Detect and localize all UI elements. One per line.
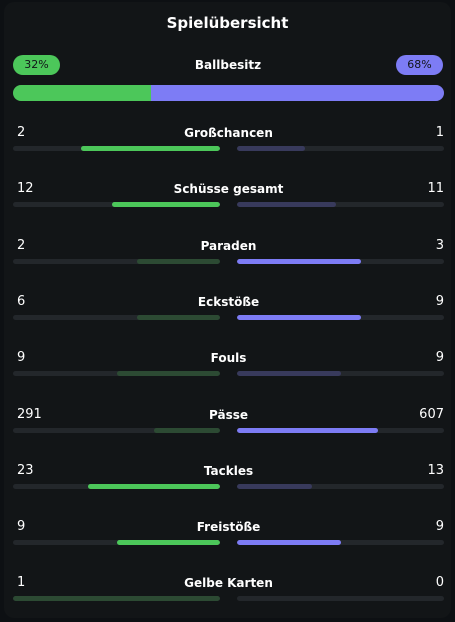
stat-home-value: 291 — [17, 407, 42, 422]
possession-home-pill: 32% — [13, 55, 60, 75]
possession-bar — [13, 85, 444, 101]
stat-away-value: 1 — [435, 125, 444, 140]
stat-row: 9 Freistöße 9 — [13, 519, 444, 559]
stat-row: 2 Paraden 3 — [13, 238, 444, 278]
stat-home-track — [13, 202, 220, 207]
stat-home-fill — [116, 540, 220, 545]
stat-away-track — [237, 596, 444, 601]
stat-home-fill — [116, 371, 220, 376]
stat-away-value: 9 — [435, 294, 444, 309]
possession-header: 32% Ballbesitz 68% — [13, 55, 443, 75]
stat-away-track — [237, 371, 444, 376]
possession-bar-away — [150, 85, 444, 101]
stat-home-fill — [13, 596, 220, 601]
stat-home-track — [13, 146, 220, 151]
stat-row: 6 Eckstöße 9 — [13, 294, 444, 334]
stat-home-fill — [137, 315, 220, 320]
stat-home-value: 2 — [17, 125, 26, 140]
stat-home-value: 9 — [17, 350, 26, 365]
stat-away-fill — [237, 259, 362, 264]
stat-away-fill — [237, 540, 341, 545]
stat-away-fill — [237, 146, 306, 151]
stat-row: 12 Schüsse gesamt 11 — [13, 181, 444, 221]
stat-away-track — [237, 259, 444, 264]
stat-away-value: 9 — [435, 350, 444, 365]
stat-away-value: 11 — [427, 181, 444, 196]
stat-home-value: 6 — [17, 294, 26, 309]
stat-label: Tackles — [203, 464, 254, 478]
stat-away-track — [237, 146, 444, 151]
stat-home-track — [13, 315, 220, 320]
stat-label: Großchancen — [184, 126, 273, 140]
stat-home-track — [13, 371, 220, 376]
stat-home-track — [13, 596, 220, 601]
stat-away-fill — [237, 484, 312, 489]
stat-label: Gelbe Karten — [184, 576, 273, 590]
stat-away-fill — [237, 428, 378, 433]
stat-home-value: 1 — [17, 575, 26, 590]
stat-row: 23 Tackles 13 — [13, 463, 444, 503]
stat-label: Fouls — [210, 351, 247, 365]
stat-home-fill — [112, 202, 220, 207]
stat-home-track — [13, 259, 220, 264]
stat-away-track — [237, 202, 444, 207]
stat-away-fill — [237, 202, 337, 207]
stat-label: Eckstöße — [197, 295, 260, 309]
stat-away-value: 0 — [435, 575, 444, 590]
stat-away-value: 9 — [435, 519, 444, 534]
stat-row: 2 Großchancen 1 — [13, 125, 444, 165]
stat-row: 9 Fouls 9 — [13, 350, 444, 390]
match-stats-card: Spielübersicht 32% Ballbesitz 68% 2 Großc… — [4, 2, 451, 618]
stat-away-value: 607 — [419, 407, 444, 422]
possession-label: Ballbesitz — [194, 58, 262, 72]
stat-label: Pässe — [209, 408, 248, 422]
stat-home-value: 12 — [17, 181, 34, 196]
stat-home-value: 9 — [17, 519, 26, 534]
stat-away-track — [237, 540, 444, 545]
stat-home-fill — [137, 259, 220, 264]
stat-label: Freistöße — [196, 520, 261, 534]
stat-away-fill — [237, 371, 341, 376]
stat-away-track — [237, 315, 444, 320]
stat-home-track — [13, 428, 220, 433]
stat-home-fill — [153, 428, 220, 433]
stat-home-fill — [87, 484, 220, 489]
stat-home-value: 2 — [17, 238, 26, 253]
stat-row: 291 Pässe 607 — [13, 407, 444, 447]
stat-home-track — [13, 484, 220, 489]
stat-away-track — [237, 428, 444, 433]
stat-home-fill — [81, 146, 220, 151]
card-title: Spielübersicht — [166, 14, 289, 32]
possession-bar-home — [13, 85, 151, 101]
stat-label: Paraden — [200, 239, 257, 253]
stat-away-track — [237, 484, 444, 489]
stat-row: 1 Gelbe Karten 0 — [13, 575, 444, 615]
stat-away-value: 3 — [435, 238, 444, 253]
stat-away-fill — [237, 315, 362, 320]
stat-home-value: 23 — [17, 463, 34, 478]
stat-away-value: 13 — [427, 463, 444, 478]
stat-label: Schüsse gesamt — [173, 182, 284, 196]
stat-home-track — [13, 540, 220, 545]
possession-away-pill: 68% — [396, 55, 443, 75]
